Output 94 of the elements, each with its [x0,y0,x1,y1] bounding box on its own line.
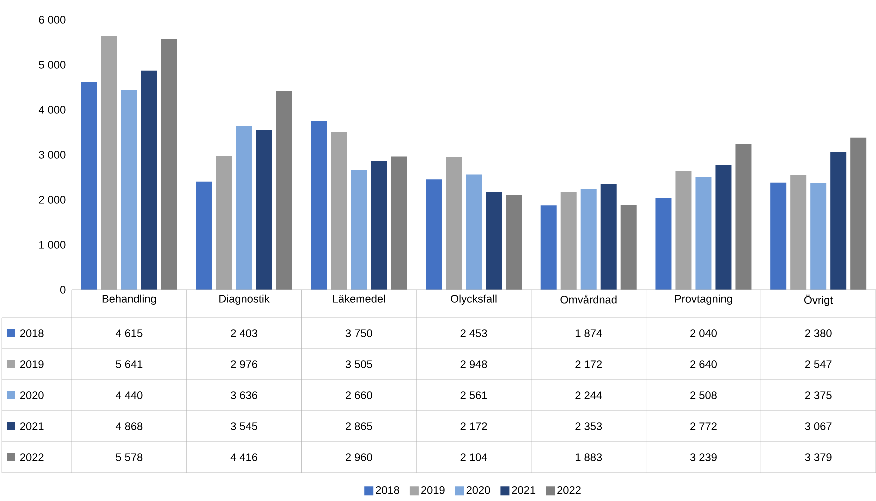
x-tick-label: Olycksfall [451,294,497,306]
x-tick-label: Diagnostik [220,294,270,306]
data-label: 2 865 [346,422,372,430]
data-label: 2 453 [460,330,488,338]
data-label: 2 040 [690,330,717,338]
bar [656,198,672,290]
bar [560,192,577,290]
data-label: 3 505 [346,360,372,368]
x-tick-label: Omvårdnad [560,294,617,304]
y-tick-label: 1 000 [40,241,66,249]
data-label: 4 440 [116,392,143,400]
bar [311,121,328,290]
bar [81,82,98,290]
bar [506,195,522,290]
data-label: 4 868 [116,422,143,430]
data-label: 3 545 [231,422,258,430]
bar [331,132,348,290]
y-tick-label: 5 000 [39,61,66,69]
legend-label: 2020 [20,392,44,400]
x-tick-label: Läkemedel [333,294,386,303]
text: 2021 [512,486,536,494]
legend-label: 2018 [20,330,44,338]
data-label: 2 561 [460,392,488,400]
legend-label: 2021 [20,422,44,430]
bar [101,36,118,290]
data-label: 2 375 [805,392,832,400]
data-label: 2 948 [460,360,488,368]
bar [276,91,292,290]
data-label: 2 380 [805,330,832,338]
bar [216,156,232,290]
data-label: 3 239 [690,454,717,462]
bar [600,184,617,290]
bar [540,206,557,290]
text: 2020 [466,486,490,494]
y-tick-label: 6 000 [39,16,66,24]
bar [121,90,138,290]
legend-label: 2022 [558,486,581,494]
bar [141,70,158,290]
bar [810,183,827,290]
bar [676,171,692,290]
x-tick-label: Behandling [102,294,156,306]
bar [256,130,272,290]
data-label: 2 960 [346,454,372,462]
bar [770,182,787,290]
data-label: 1 883 [576,454,602,462]
text: 2019 [422,486,445,494]
data-label: 4 615 [116,330,143,338]
data-label: 2 547 [805,360,832,368]
bar [580,189,597,290]
data-label: 5 578 [116,454,143,462]
bar [736,144,752,290]
data-label: 1 874 [576,330,602,338]
bar [790,175,807,290]
legend-label: 2019 [20,360,44,368]
x-tick-label: Provtagning [675,294,732,306]
data-label: 2 640 [690,360,717,368]
bar [466,174,482,290]
bar [426,180,442,290]
data-label: 2 772 [690,422,717,430]
data-label: 3 750 [346,330,372,338]
bar [161,38,178,290]
bar [830,152,847,290]
y-tick-label: 0 [60,286,66,294]
data-label: 3 379 [805,454,832,462]
text: 2022 [20,454,44,462]
data-label: 2 244 [576,392,602,400]
y-tick-label: 4 000 [38,106,66,114]
bar [371,161,388,290]
data-label: 2 660 [346,392,372,400]
bar [696,177,712,290]
data-label: 3 636 [231,392,258,400]
bar [351,170,368,290]
data-label: 2 104 [460,454,488,462]
data-label: 2 172 [576,360,602,368]
text: 2018 [376,486,400,494]
x-tick-label: Övrigt [804,294,834,306]
bar [391,156,408,290]
data-label: 3 067 [805,422,832,430]
data-label: 5 641 [116,360,143,368]
y-tick-label: 3 000 [39,151,66,159]
bar [716,165,732,290]
data-label: 4 416 [230,454,258,462]
data-label: 2 172 [460,422,488,430]
data-label: 2 976 [231,360,258,368]
bar [236,126,252,290]
bar [196,182,212,290]
bar [850,138,867,290]
data-label: 2 353 [576,422,602,430]
y-tick-label: 2 000 [39,196,66,204]
data-label: 2 403 [231,330,258,338]
bar [620,205,637,290]
data-label: 2 508 [690,392,717,400]
bar [446,157,462,290]
bar [486,192,502,290]
